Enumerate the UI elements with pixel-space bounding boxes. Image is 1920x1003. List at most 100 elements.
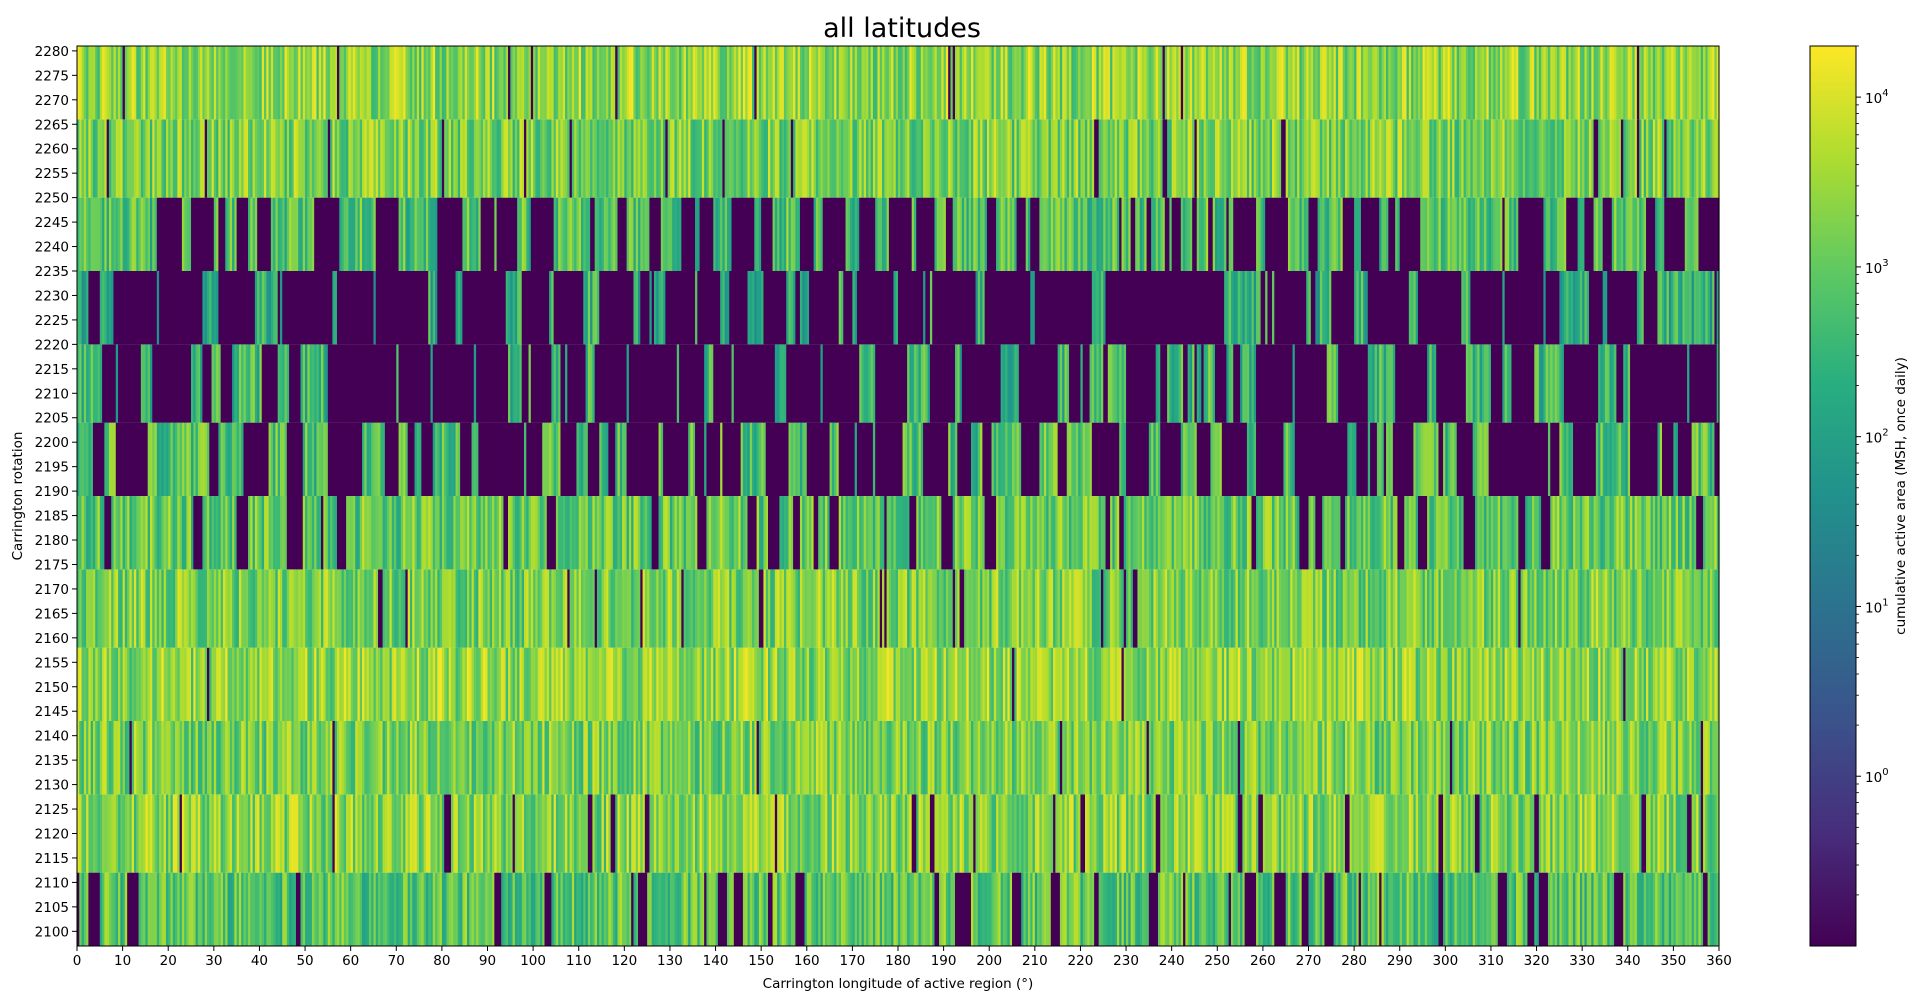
heatmap-cell — [1673, 496, 1677, 570]
heatmap-cell — [911, 794, 915, 873]
heatmap-cell — [977, 422, 981, 496]
heatmap-cell — [1586, 647, 1590, 721]
heatmap-cell — [1477, 496, 1481, 570]
heatmap-cell — [1112, 872, 1116, 946]
heatmap-cell — [1584, 794, 1588, 873]
heatmap-cell — [170, 569, 174, 648]
heatmap-cell — [840, 422, 844, 496]
heatmap-cell — [448, 647, 452, 721]
heatmap-cell — [339, 422, 343, 496]
heatmap-cell — [619, 721, 623, 795]
heatmap-cell — [1285, 422, 1289, 496]
heatmap-cell — [145, 496, 149, 570]
heatmap-cell — [1438, 721, 1442, 795]
heatmap-cell — [777, 496, 781, 570]
heatmap-cell — [498, 569, 502, 648]
heatmap-cell — [1406, 496, 1410, 570]
heatmap-cell — [332, 496, 336, 570]
heatmap-cell — [152, 496, 156, 570]
heatmap-cell — [888, 422, 892, 496]
heatmap-cell — [225, 496, 229, 570]
heatmap-cell — [366, 496, 370, 570]
heatmap-cell — [398, 496, 402, 570]
heatmap-cell — [1534, 422, 1538, 496]
heatmap-cell — [469, 721, 473, 795]
heatmap-cell — [425, 569, 429, 648]
heatmap-cell — [209, 872, 213, 946]
heatmap-cell — [95, 422, 99, 496]
heatmap-cell — [1709, 721, 1713, 795]
heatmap-cell — [521, 794, 525, 873]
heatmap-cell — [1367, 794, 1371, 873]
heatmap-cell — [1199, 496, 1202, 570]
heatmap-cell — [1203, 569, 1207, 648]
heatmap-cell — [1018, 794, 1022, 873]
heatmap-cell — [1046, 496, 1050, 570]
heatmap-cell — [113, 647, 117, 721]
heatmap-cell — [562, 794, 566, 873]
heatmap-cell — [1474, 872, 1478, 946]
heatmap-cell — [1689, 569, 1693, 648]
heatmap-cell — [1716, 872, 1720, 946]
heatmap-cell — [893, 721, 897, 795]
heatmap-cell — [745, 794, 749, 873]
heatmap-cell — [1641, 794, 1645, 873]
heatmap-cell — [966, 647, 970, 721]
heatmap-cell — [284, 569, 288, 648]
heatmap-cell — [1342, 721, 1346, 795]
heatmap-cell — [1639, 872, 1643, 946]
heatmap-cell — [724, 647, 728, 721]
heatmap-cell — [973, 794, 977, 873]
heatmap-cell — [464, 721, 468, 795]
heatmap-cell — [1675, 496, 1679, 570]
heatmap-cell — [1381, 794, 1385, 873]
heatmap-cell — [216, 647, 219, 721]
heatmap-cell — [934, 872, 938, 946]
heatmap-cell — [108, 422, 112, 496]
heatmap-cell — [1490, 794, 1494, 873]
heatmap-cell — [339, 794, 343, 873]
heatmap-cell — [1075, 569, 1079, 648]
heatmap-cell — [927, 496, 931, 570]
heatmap-cell — [768, 569, 771, 648]
heatmap-cell — [667, 496, 671, 570]
heatmap-cell — [722, 794, 726, 873]
heatmap-cell — [257, 721, 261, 795]
heatmap-cell — [1682, 872, 1686, 946]
heatmap-cell — [574, 569, 578, 648]
heatmap-cell — [517, 721, 521, 795]
heatmap-cell — [539, 647, 543, 721]
heatmap-cell — [394, 569, 397, 648]
heatmap-cell — [83, 569, 87, 648]
heatmap-cell — [156, 496, 160, 570]
heatmap-cell — [660, 721, 664, 795]
heatmap-cell — [1639, 647, 1643, 721]
heatmap-cell — [350, 569, 354, 648]
heatmap-cell — [1308, 496, 1312, 570]
heatmap-cell — [282, 721, 286, 795]
heatmap-cell — [523, 647, 527, 721]
heatmap-cell — [1162, 872, 1166, 946]
heatmap-cell — [1671, 496, 1674, 570]
heatmap-cell — [1221, 721, 1225, 795]
heatmap-cell — [1032, 872, 1036, 946]
heatmap-cell — [1531, 872, 1535, 946]
heatmap-cell — [1142, 496, 1145, 570]
heatmap-cell — [1461, 647, 1465, 721]
heatmap-cell — [318, 721, 322, 795]
heatmap-cell — [412, 496, 416, 570]
heatmap-cell — [1677, 872, 1681, 946]
heatmap-cell — [1235, 569, 1239, 648]
heatmap-cell — [129, 872, 133, 946]
heatmap-cell — [204, 496, 208, 570]
heatmap-cell — [955, 794, 958, 873]
heatmap-cell — [1002, 647, 1006, 721]
heatmap-cell — [213, 422, 217, 496]
heatmap-cell — [273, 647, 277, 721]
heatmap-cell — [1422, 794, 1426, 873]
heatmap-cell — [1256, 569, 1259, 648]
heatmap-cell — [259, 569, 263, 648]
heatmap-cell — [1071, 647, 1075, 721]
heatmap-cell — [191, 422, 194, 496]
